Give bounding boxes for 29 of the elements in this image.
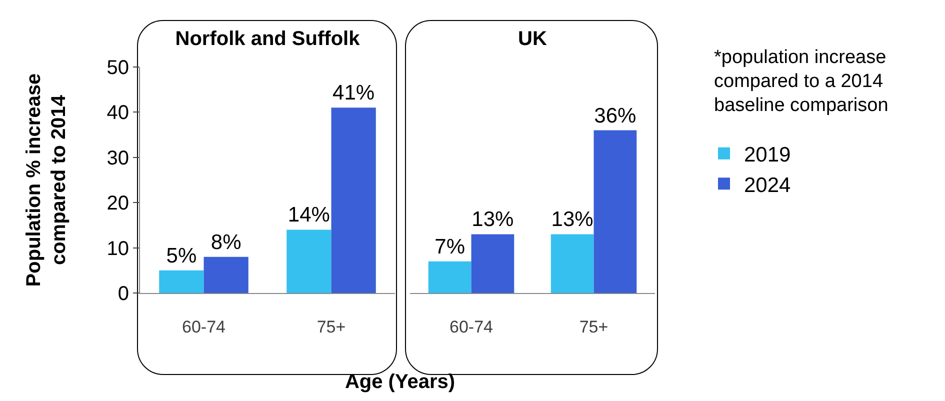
data-label: 41% <box>332 82 375 105</box>
x-tick-label: 75+ <box>579 317 608 336</box>
y-tick-label: 0 <box>118 283 129 305</box>
text: *population increase compared to a 2014 baseline comparison <box>714 46 890 118</box>
bar <box>331 108 376 293</box>
bar <box>159 270 204 293</box>
y-tick-label: 40 <box>106 102 129 124</box>
x-tick-label: 75+ <box>316 317 346 336</box>
legend-label: 2019 <box>744 144 791 167</box>
data-label: 14% <box>288 204 330 227</box>
data-label: 7% <box>434 235 465 258</box>
x-axis-title: Age (Years) <box>344 371 456 394</box>
y-axis-title: Population % increase compared to 2014 <box>22 72 71 289</box>
bar <box>204 256 248 293</box>
y-tick-label: 30 <box>106 147 129 170</box>
data-label: 8% <box>210 230 242 254</box>
x-tick-label: 60-74 <box>182 317 226 336</box>
data-label: 13% <box>472 208 514 232</box>
legend-label: 2024 <box>744 174 792 197</box>
chart-title: UK <box>518 28 548 50</box>
data-label: 36% <box>594 104 636 128</box>
bar <box>286 230 332 293</box>
y-tick-label: 50 <box>106 57 129 79</box>
y-tick-label: 10 <box>106 238 129 260</box>
data-label: 5% <box>166 244 197 268</box>
data-label: 13% <box>551 208 594 232</box>
x-tick-label: 60-74 <box>450 317 493 336</box>
chart-title: Norfolk and Suffolk <box>175 28 361 50</box>
y-tick-label: 20 <box>106 192 129 215</box>
